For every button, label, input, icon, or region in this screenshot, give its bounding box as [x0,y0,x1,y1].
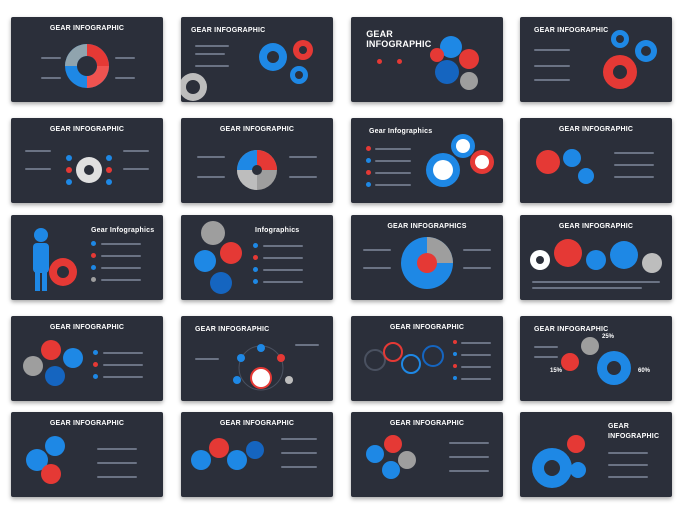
slide-15[interactable]: GEAR INFOGRAPHIC [351,316,503,401]
slide-9[interactable]: Gear Infographics [11,215,163,300]
slide-title: GEAR INFOGRAPHIC [534,27,609,34]
large-blue-gear [532,435,586,488]
four-gears [23,340,83,386]
slide-title: GEAR INFOGRAPHIC [49,25,125,32]
slide-title: Gear Infographics [369,128,433,135]
slide-title: GEAR INFOGRAPHIC [534,326,609,333]
gear-cluster [181,40,313,101]
slide-title: GEAR INFOGRAPHIC [191,27,266,34]
donut-gear-diagram [65,44,109,88]
slide-10[interactable]: Infographics [181,215,333,300]
large-segment-gear [401,237,453,289]
slide-13[interactable]: GEAR INFOGRAPHIC [11,316,163,401]
slide-11[interactable]: GEAR INFOGRAPHICS [351,215,503,300]
white-ring-gears [426,134,494,187]
slide-title: GEAR INFOGRAPHIC [219,126,295,133]
slide-title: GEAR INFOGRAPHIC [195,326,270,333]
percent-25: 25% [602,334,615,340]
slide-16[interactable]: GEAR INFOGRAPHIC 25% 15% 60% [520,316,672,401]
slide-title: GEAR INFOGRAPHIC [558,223,634,230]
slide-20[interactable]: GEAR INFOGRAPHIC [520,412,672,497]
slide-title: Gear Infographics [91,227,155,234]
percent-15: 15% [550,368,563,374]
slide-title: GEAR INFOGRAPHIC [219,420,295,427]
slide-title: GEAR INFOGRAPHIC [389,420,465,427]
slide-title: GEAR INFOGRAPHIC [366,29,432,49]
slide-5[interactable]: GEAR INFOGRAPHIC [11,118,163,203]
gear-puzzle [430,36,479,90]
gear-trio [603,30,657,89]
slide-8[interactable]: GEAR INFOGRAPHIC [520,118,672,203]
slide-3[interactable]: GEAR INFOGRAPHIC [351,17,503,102]
slide-17[interactable]: GEAR INFOGRAPHIC [11,412,163,497]
slide-12[interactable]: GEAR INFOGRAPHIC [520,215,672,300]
percent-60: 60% [638,368,651,374]
slide-4[interactable]: GEAR INFOGRAPHIC [520,17,672,102]
three-gears [26,436,65,484]
stacked-gears [194,221,242,294]
gear-row [530,239,662,273]
slide-14[interactable]: GEAR INFOGRAPHIC [181,316,333,401]
slide-title: GEAR INFOGRAPHIC [49,420,125,427]
gear-zigzag [191,438,264,470]
slide-1[interactable]: GEAR INFOGRAPHIC [11,17,163,102]
slide-2[interactable]: GEAR INFOGRAPHIC [181,17,333,102]
slide-title: GEAR INFOGRAPHIC [49,324,125,331]
slide-title: GEAR INFOGRAPHIC [49,126,125,133]
slide-6[interactable]: GEAR INFOGRAPHIC [181,118,333,203]
person-with-gear [33,228,77,291]
slide-title: Infographics [255,227,300,234]
slide-title: GEAR INFOGRAPHIC [608,423,660,440]
slide-title: GEAR INFOGRAPHICS [387,223,467,230]
outline-gears [364,342,444,374]
quad-gear [237,150,277,190]
orbit-diagram [233,344,293,391]
slide-18[interactable]: GEAR INFOGRAPHIC [181,412,333,497]
slide-19[interactable]: GEAR INFOGRAPHIC [351,412,503,497]
central-gear [66,155,112,185]
percent-gears [561,337,631,385]
slide-title: GEAR INFOGRAPHIC [389,324,465,331]
slide-7[interactable]: Gear Infographics [351,118,503,203]
chain-gears [536,149,594,184]
slide-title: GEAR INFOGRAPHIC [558,126,634,133]
gear-mix [366,435,416,479]
